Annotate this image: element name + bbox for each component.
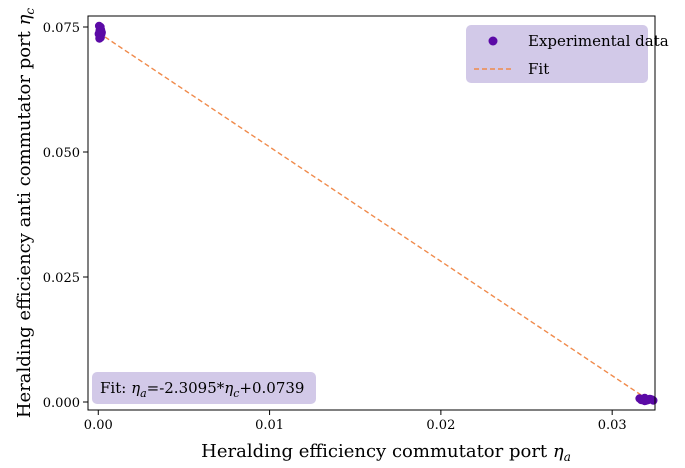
fit-equation-annotation: Fit: ηa=-2.3095*ηc+0.0739	[92, 372, 316, 404]
data-point	[640, 396, 649, 406]
x-tick-label: 0.01	[255, 418, 284, 433]
fit-equation-text: Fit: ηa=-2.3095*ηc+0.0739	[100, 379, 304, 400]
legend-label-experimental: Experimental data	[528, 32, 669, 50]
data-layer	[94, 21, 658, 406]
y-axis-ticks: 0.000 0.025 0.050 0.075	[43, 21, 88, 411]
fit-equation-box	[92, 372, 316, 404]
plot-frame	[87, 15, 656, 411]
legend-label-fit: Fit	[528, 60, 549, 78]
x-tick-label: 0.00	[84, 418, 113, 433]
x-tick-label: 0.03	[598, 418, 627, 433]
y-tick-label: 0.050	[43, 146, 80, 161]
data-point	[96, 22, 105, 32]
legend-box	[466, 25, 648, 83]
y-tick-label: 0.000	[43, 396, 80, 411]
x-tick-label: 0.02	[426, 418, 455, 433]
y-tick-label: 0.075	[43, 21, 80, 36]
legend: Experimental data Fit	[466, 25, 669, 83]
legend-marker-experimental	[488, 36, 498, 46]
fit-line	[97, 31, 652, 403]
x-axis-ticks: 0.00 0.01 0.02 0.03	[84, 410, 627, 433]
y-tick-label: 0.025	[43, 271, 80, 286]
x-axis-label: Heralding efficiency commutator port ηa	[201, 441, 571, 464]
data-point	[649, 396, 658, 405]
y-axis-label: Heralding efficiency anti commutator por…	[14, 8, 37, 419]
